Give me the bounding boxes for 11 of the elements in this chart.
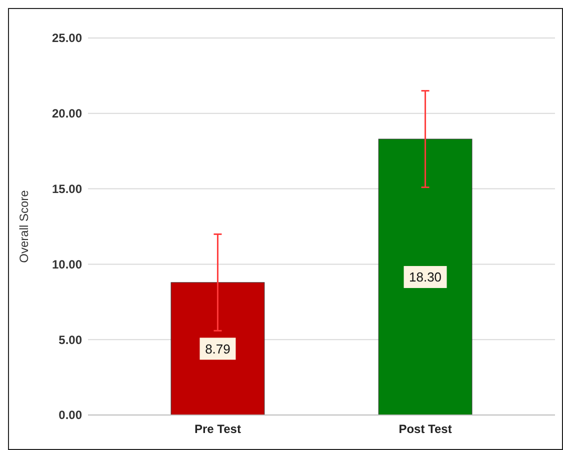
y-tick-label: 10.00	[52, 257, 82, 272]
y-tick-label: 15.00	[52, 182, 82, 196]
y-tick-label: 0.00	[58, 408, 82, 422]
y-tick-label: 25.00	[52, 31, 82, 46]
y-tick-label: 5.00	[58, 332, 82, 347]
x-tick-label: Pre Test	[194, 422, 241, 436]
y-axis-title: Overall Score	[17, 190, 31, 263]
x-tick-label: Post Test	[398, 422, 452, 436]
data-label: 18.30	[409, 270, 442, 285]
data-label: 8.79	[205, 341, 230, 356]
y-tick-label: 20.00	[52, 106, 82, 121]
